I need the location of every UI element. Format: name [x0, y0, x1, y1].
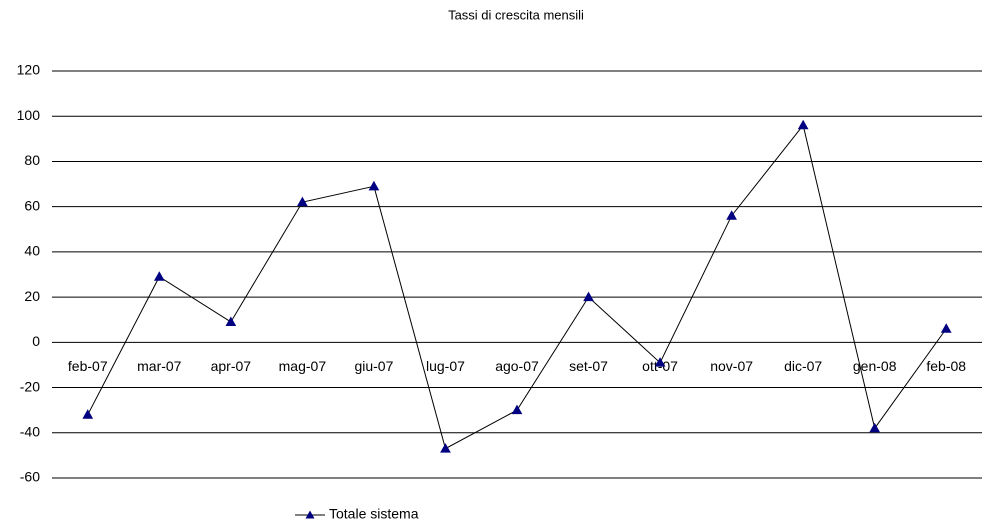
y-tick-label: -20 — [20, 378, 40, 394]
y-tick-label: 80 — [24, 152, 40, 168]
y-tick-label: 40 — [24, 243, 40, 259]
y-tick-label: 60 — [24, 197, 40, 213]
x-tick-label: feb-08 — [926, 358, 966, 374]
x-tick-label: giu-07 — [354, 358, 393, 374]
x-tick-label: gen-08 — [853, 358, 897, 374]
marker — [511, 404, 523, 415]
chart-title: Tassi di crescita mensili — [448, 7, 584, 22]
y-tick-label: 100 — [17, 107, 41, 123]
y-tick-label: -60 — [20, 469, 40, 485]
marker — [940, 323, 952, 333]
x-tick-label: dic-07 — [784, 358, 822, 374]
legend-marker — [305, 510, 315, 519]
x-tick-label: ago-07 — [495, 358, 539, 374]
y-tick-label: 120 — [17, 62, 41, 78]
marker — [297, 196, 308, 207]
marker — [368, 180, 380, 191]
x-tick-label: lug-07 — [426, 358, 465, 374]
y-tick-label: 20 — [24, 288, 40, 304]
marker — [797, 119, 809, 130]
x-tick-label: nov-07 — [710, 358, 753, 374]
marker — [153, 271, 165, 281]
marker — [654, 357, 666, 367]
series-line — [87, 124, 947, 450]
y-tick-label: 0 — [32, 333, 40, 349]
x-tick-label: apr-07 — [211, 358, 252, 374]
x-tick-label: set-07 — [569, 358, 608, 374]
marker — [82, 409, 94, 419]
legend-label: Totale sistema — [329, 506, 419, 522]
marker — [440, 443, 451, 453]
y-tick-label: -40 — [20, 423, 40, 439]
marker — [869, 422, 881, 433]
x-tick-label: feb-07 — [68, 358, 108, 374]
x-tick-label: mar-07 — [137, 358, 182, 374]
x-tick-label: mag-07 — [279, 358, 327, 374]
marker — [583, 291, 594, 302]
marker — [726, 210, 737, 220]
marker — [225, 316, 237, 326]
